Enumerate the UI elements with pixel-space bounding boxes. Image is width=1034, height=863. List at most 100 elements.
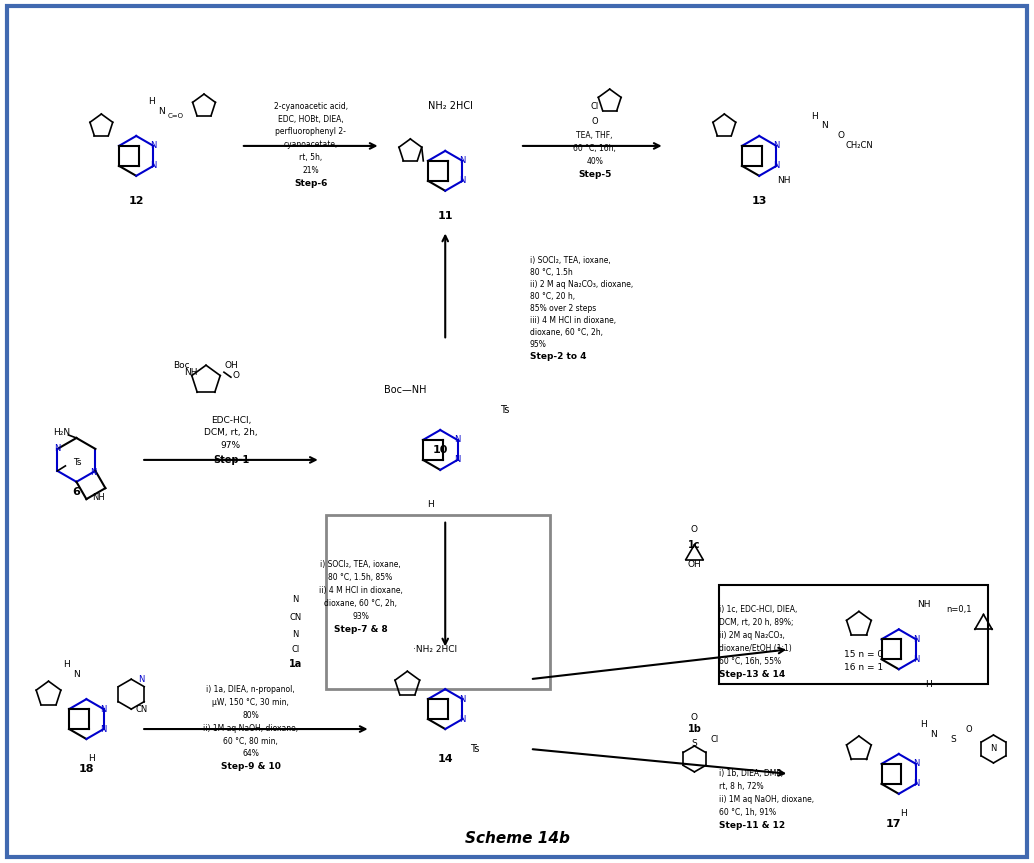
Text: 1c: 1c [689, 539, 701, 550]
Text: Ts: Ts [470, 744, 480, 754]
Text: N: N [931, 729, 937, 739]
Text: 60 °C, 80 min,: 60 °C, 80 min, [223, 736, 278, 746]
Text: 17: 17 [886, 819, 902, 828]
Text: NH₂ 2HCl: NH₂ 2HCl [428, 101, 473, 111]
Text: Boc—NH: Boc—NH [384, 385, 427, 395]
Text: N: N [821, 122, 827, 130]
Text: 64%: 64% [242, 749, 260, 759]
Text: DCM, rt, 2h,: DCM, rt, 2h, [204, 429, 257, 438]
Text: Boc: Boc [173, 361, 189, 369]
Text: cyanoacetate,: cyanoacetate, [283, 141, 338, 149]
Text: Step-11 & 12: Step-11 & 12 [720, 822, 786, 830]
Text: N: N [913, 759, 919, 768]
Text: Cl: Cl [710, 734, 719, 744]
Text: O: O [691, 526, 698, 534]
Text: N: N [773, 142, 780, 150]
Text: NH: NH [92, 494, 104, 502]
Text: N: N [454, 436, 461, 444]
Text: CN: CN [135, 704, 147, 714]
Text: H: H [88, 754, 95, 764]
Text: S: S [950, 734, 956, 744]
Text: N: N [991, 745, 997, 753]
Text: i) 1c, EDC-HCl, DIEA,: i) 1c, EDC-HCl, DIEA, [720, 605, 797, 614]
Text: ii) 1M aq NaOH, dioxane,: ii) 1M aq NaOH, dioxane, [204, 723, 299, 733]
Text: i) 1b, DIEA, DMF,: i) 1b, DIEA, DMF, [720, 770, 784, 778]
Text: 12: 12 [128, 196, 144, 205]
Text: dioxane/EtOH (1:1): dioxane/EtOH (1:1) [720, 644, 792, 652]
Text: 21%: 21% [302, 167, 318, 175]
Text: dioxane, 60 °C, 2h,: dioxane, 60 °C, 2h, [530, 328, 603, 337]
Text: N: N [773, 161, 780, 170]
Text: S: S [692, 740, 697, 748]
Text: ii) 2 M aq Na₂CO₃, dioxane,: ii) 2 M aq Na₂CO₃, dioxane, [530, 280, 633, 289]
Text: i) 1a, DIEA, n-propanol,: i) 1a, DIEA, n-propanol, [207, 684, 296, 694]
Text: N: N [90, 469, 96, 477]
Text: 60 °C, 1h, 91%: 60 °C, 1h, 91% [720, 809, 777, 817]
Text: DCM, rt, 20 h, 89%;: DCM, rt, 20 h, 89%; [720, 618, 794, 627]
Text: N: N [150, 142, 157, 150]
Text: 14: 14 [437, 754, 453, 764]
Text: H: H [148, 97, 154, 105]
Text: 80 °C, 20 h,: 80 °C, 20 h, [530, 292, 575, 301]
Text: 6: 6 [72, 487, 81, 497]
Text: Step-6: Step-6 [294, 180, 328, 188]
Text: O: O [591, 117, 598, 125]
Text: N: N [459, 176, 465, 186]
Text: 95%: 95% [530, 340, 547, 349]
Text: Step-9 & 10: Step-9 & 10 [221, 762, 281, 772]
Text: N: N [138, 675, 145, 683]
Text: N: N [913, 635, 919, 644]
Text: N: N [100, 704, 107, 714]
Text: 2-cyanoacetic acid,: 2-cyanoacetic acid, [274, 102, 347, 110]
Text: O: O [233, 371, 240, 380]
Text: TEA, THF,: TEA, THF, [577, 131, 613, 141]
Text: 85% over 2 steps: 85% over 2 steps [530, 304, 597, 313]
Text: rt, 5h,: rt, 5h, [299, 154, 323, 162]
Text: C=O: C=O [169, 113, 184, 119]
Text: Cl: Cl [590, 102, 599, 110]
Text: O: O [691, 713, 698, 721]
Text: n=0,1: n=0,1 [946, 605, 971, 614]
Text: Ts: Ts [500, 405, 510, 415]
Text: NH: NH [184, 368, 197, 376]
Text: N: N [73, 670, 80, 678]
Text: Step-13 & 14: Step-13 & 14 [720, 670, 786, 678]
Text: N: N [454, 456, 461, 464]
Text: 11: 11 [437, 211, 453, 221]
Text: iii) 4 M HCl in dioxane,: iii) 4 M HCl in dioxane, [530, 316, 616, 324]
Text: ii) 2M aq Na₂CO₃,: ii) 2M aq Na₂CO₃, [720, 631, 785, 639]
Text: H: H [427, 501, 433, 509]
Text: EDC, HOBt, DIEA,: EDC, HOBt, DIEA, [278, 115, 343, 123]
Text: EDC-HCl,: EDC-HCl, [211, 416, 251, 425]
Text: ii) 1M aq NaOH, dioxane,: ii) 1M aq NaOH, dioxane, [720, 796, 815, 804]
Bar [326, 514, 550, 690]
Text: 15 n = 0: 15 n = 0 [844, 650, 883, 658]
Text: Step-2 to 4: Step-2 to 4 [530, 352, 586, 361]
Text: dioxane, 60 °C, 2h,: dioxane, 60 °C, 2h, [324, 599, 397, 608]
Text: CH₂CN: CH₂CN [845, 142, 873, 150]
Text: 80 °C, 1.5h, 85%: 80 °C, 1.5h, 85% [329, 573, 393, 582]
Text: 80%: 80% [243, 710, 260, 720]
Text: OH: OH [688, 560, 701, 569]
Text: N: N [913, 779, 919, 789]
Text: Step-1: Step-1 [213, 455, 249, 465]
Text: NH: NH [917, 600, 931, 609]
Text: 93%: 93% [352, 612, 369, 620]
Text: rt, 8 h, 72%: rt, 8 h, 72% [720, 783, 764, 791]
Text: 60 °C, 16h, 55%: 60 °C, 16h, 55% [720, 657, 782, 665]
Text: O: O [965, 725, 972, 734]
Text: N: N [913, 655, 919, 664]
Text: µW, 150 °C, 30 min,: µW, 150 °C, 30 min, [212, 697, 290, 707]
Text: 1b: 1b [688, 724, 701, 734]
Text: i) SOCl₂, TEA, ioxane,: i) SOCl₂, TEA, ioxane, [321, 560, 401, 569]
Text: Ts: Ts [73, 458, 82, 468]
Text: H: H [811, 111, 818, 121]
Text: H: H [920, 720, 927, 728]
Text: 13: 13 [752, 196, 767, 205]
Text: N: N [459, 695, 465, 703]
Text: NH: NH [778, 176, 791, 186]
Text: OH: OH [224, 361, 238, 369]
Text: N: N [158, 106, 164, 116]
Text: 10: 10 [432, 445, 448, 455]
Text: H: H [63, 659, 70, 669]
